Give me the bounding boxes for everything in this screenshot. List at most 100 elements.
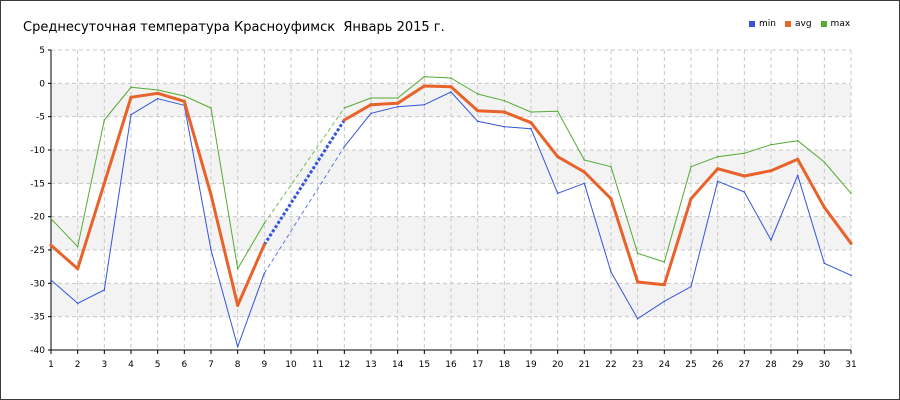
data-point-avg [502,110,506,114]
x-tick-label: 11 [312,360,323,370]
data-point-max [716,155,719,158]
data-point-max [503,99,506,102]
y-tick-label: -40 [30,346,45,356]
data-point-max [690,165,692,168]
data-point-avg [476,109,480,113]
x-tick-label: 25 [685,360,696,370]
y-tick-label: 0 [39,79,45,89]
y-tick-label: -25 [30,246,45,256]
data-point-min [503,125,506,128]
x-tick-label: 13 [365,360,376,370]
data-point-max [556,110,559,113]
series-line-avg [343,84,853,287]
x-tick-label: 6 [181,360,187,370]
y-tick-label: -15 [30,179,45,189]
data-point-avg [369,103,373,107]
gap-interpolation-min [263,146,345,274]
data-point-min [50,279,52,281]
y-tick-label: -5 [36,113,45,123]
data-point-min [716,180,719,183]
y-tick-label: -35 [30,313,45,323]
data-point-max [396,97,399,99]
legend-label-avg: avg [794,19,812,29]
data-point-max [370,97,372,99]
x-tick-label: 24 [659,360,671,370]
x-tick-label: 30 [819,360,831,370]
data-point-avg [796,157,800,161]
data-point-min [663,300,666,303]
x-tick-label: 7 [208,360,214,370]
data-point-min [396,105,399,108]
data-point-avg [689,197,693,201]
data-point-avg [76,267,80,271]
data-point-avg [742,174,746,178]
legend-label-min: min [759,19,776,29]
data-point-min [556,192,559,195]
x-tick-label: 12 [339,360,350,370]
data-point-max [103,119,106,121]
data-point-max [210,107,212,109]
data-point-avg [449,85,453,89]
data-point-min [156,97,159,100]
series-line-min [343,91,852,320]
data-point-avg [129,95,133,99]
y-tick-label: -30 [30,279,45,289]
data-point-avg [662,283,666,287]
x-tick-label: 10 [285,360,297,370]
data-point-max [76,245,79,248]
legend-item-avg: avg [784,19,812,29]
data-point-max [343,107,346,109]
data-point-min [610,271,612,273]
data-point-max [610,165,612,168]
data-point-avg [716,167,720,171]
data-point-min [370,112,372,115]
legend-item-min: min [749,19,776,29]
x-tick-label: 1 [48,360,54,370]
x-tick-label: 28 [765,360,777,370]
data-point-min [850,274,852,277]
data-point-min [423,103,426,106]
legend-label-max: max [830,19,851,29]
data-point-max [263,222,266,225]
x-tick-label: 16 [445,360,457,370]
data-point-avg [769,169,773,173]
data-point-max [583,159,586,161]
x-tick-label: 4 [128,360,134,370]
x-tick-label: 18 [499,360,511,370]
x-tick-label: 15 [419,360,430,370]
data-point-avg [582,170,586,174]
data-point-max [130,86,132,89]
data-point-max [423,75,426,78]
data-point-min [103,289,106,291]
data-point-max [770,143,772,146]
data-point-avg [156,91,160,95]
x-tick-label: 27 [739,360,750,370]
data-point-avg [556,155,560,159]
gap-interpolation-max [263,107,345,224]
data-point-avg [236,303,240,307]
x-tick-label: 3 [101,360,107,370]
x-tick-label: 20 [552,360,564,370]
data-point-min [210,249,212,251]
data-point-max [236,267,239,270]
data-point-min [743,191,746,193]
series-line-max [344,76,852,263]
data-point-min [796,174,799,177]
data-point-avg [822,205,826,209]
legend-swatch-max [820,21,827,27]
data-point-min [583,182,586,185]
data-point-max [476,93,479,95]
data-point-max [450,77,452,79]
x-tick-label: 23 [632,360,643,370]
data-point-avg [636,280,640,284]
data-point-avg [342,118,346,122]
data-point-min [770,239,772,241]
legend-swatch-min [749,21,755,27]
x-tick-label: 21 [579,360,590,370]
x-tick-label: 19 [525,360,537,370]
y-tick-label: -20 [30,213,45,223]
data-point-max [636,252,639,255]
data-point-avg [529,121,533,125]
chart-title: Среднесуточная температура Красноуфимск … [23,20,445,35]
data-point-avg [102,181,106,185]
